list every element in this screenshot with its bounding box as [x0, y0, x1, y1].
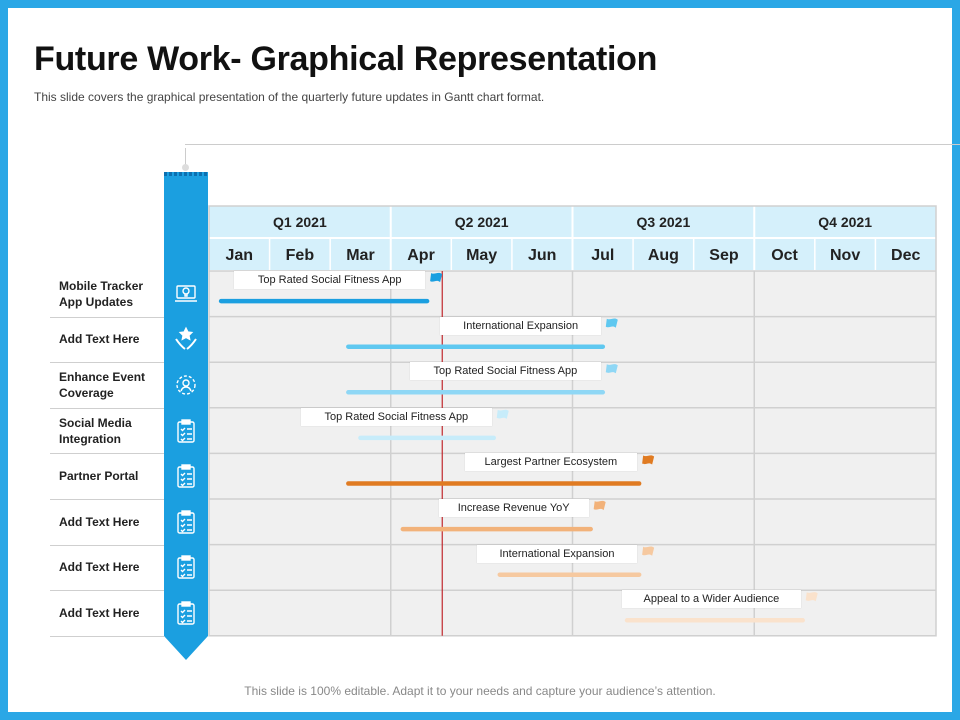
task-label: Increase Revenue YoY	[438, 499, 589, 518]
laptop-bulb-icon	[170, 278, 202, 310]
row-label: Add Text Here	[59, 560, 140, 575]
connector-line-horizontal	[185, 144, 960, 145]
row-divider	[50, 544, 164, 546]
milestone-flag-icon	[429, 272, 443, 290]
hands-star-icon	[170, 323, 202, 355]
row-label: Mobile Tracker App Updates	[59, 278, 144, 309]
quarter-header-label: Q3 2021	[637, 214, 691, 230]
row-divider	[50, 499, 164, 500]
task-label: International Expansion	[476, 544, 638, 563]
row-divider	[50, 362, 164, 364]
milestone-flag-icon	[592, 500, 606, 518]
month-header-label: Nov	[830, 247, 860, 264]
icon-strip-arrow	[164, 636, 208, 660]
month-header-label: Apr	[407, 247, 435, 264]
month-header-label: Oct	[771, 247, 798, 264]
month-header-label: Sep	[709, 247, 739, 264]
footer-note: This slide is 100% editable. Adapt it to…	[244, 684, 716, 698]
clipboard-icon	[170, 597, 202, 629]
task-label: Largest Partner Ecosystem	[464, 453, 638, 472]
connector-line-vertical	[185, 148, 186, 170]
quarter-header-label: Q1 2021	[273, 214, 327, 230]
month-header-label: Jul	[591, 247, 614, 264]
page-subtitle: This slide covers the graphical presenta…	[34, 90, 545, 104]
month-header-label: Feb	[286, 247, 315, 264]
row-label: Add Text Here	[59, 514, 140, 529]
month-header-label: Jun	[528, 247, 556, 264]
milestone-flag-icon	[604, 364, 618, 381]
gantt-border	[208, 205, 937, 637]
clipboard-icon	[170, 506, 202, 538]
month-header-label: Mar	[346, 247, 374, 264]
quarter-header-label: Q4 2021	[818, 214, 872, 230]
month-header-label: Aug	[648, 247, 679, 264]
month-header-label: May	[466, 247, 497, 264]
milestone-flag-icon	[804, 592, 818, 609]
milestone-flag-icon	[641, 455, 655, 472]
row-divider	[50, 407, 164, 409]
quarter-header-label: Q2 2021	[455, 214, 509, 230]
page-title: Future Work- Graphical Representation	[34, 40, 658, 78]
row-label: Enhance Event Coverage	[59, 369, 146, 400]
task-label: Top Rated Social Fitness App	[300, 407, 492, 426]
month-header-label: Jan	[226, 247, 254, 264]
row-divider	[50, 453, 164, 455]
row-label: Add Text Here	[59, 332, 140, 347]
clipboard-icon	[170, 551, 202, 583]
row-divider	[50, 635, 164, 637]
icon-strip-top-texture	[164, 172, 208, 176]
connector-dot	[182, 164, 189, 171]
task-label: Top Rated Social Fitness App	[409, 362, 601, 381]
clipboard-icon	[170, 460, 202, 492]
task-label: Top Rated Social Fitness App	[234, 271, 426, 290]
milestone-flag-icon	[495, 409, 509, 426]
task-label: Appeal to a Wider Audience	[622, 590, 801, 609]
gear-person-icon	[170, 369, 202, 401]
row-label: Add Text Here	[59, 605, 140, 620]
month-header-label: Dec	[891, 247, 920, 264]
row-divider	[50, 316, 164, 318]
clipboard-icon	[170, 415, 202, 447]
milestone-flag-icon	[604, 318, 618, 335]
row-label: Partner Portal	[59, 469, 139, 484]
row-divider	[50, 590, 164, 592]
milestone-flag-icon	[641, 546, 655, 563]
task-label: International Expansion	[440, 316, 601, 335]
row-label: Social Media Integration	[59, 415, 132, 446]
